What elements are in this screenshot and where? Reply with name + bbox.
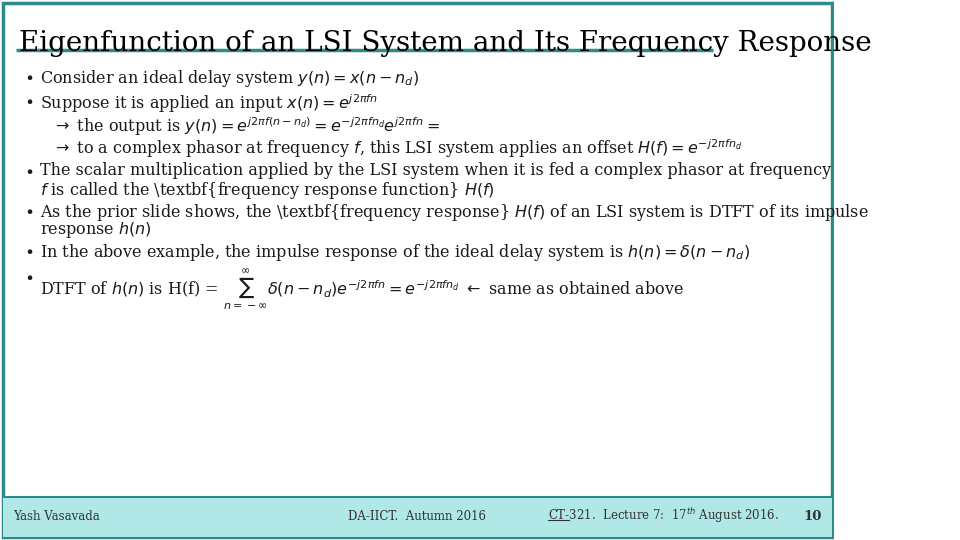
- Text: The scalar multiplication applied by the LSI system when it is fed a complex pha: The scalar multiplication applied by the…: [40, 162, 831, 179]
- Text: DTFT of $h(n)$ is H(f) = $\sum_{n=-\infty}^{\infty} \delta(n-n_d)e^{-j2\pi fn} =: DTFT of $h(n)$ is H(f) = $\sum_{n=-\inft…: [40, 268, 684, 312]
- Text: Yash Vasavada: Yash Vasavada: [13, 510, 100, 523]
- Text: In the above example, the impulse response of the ideal delay system is $h(n) = : In the above example, the impulse respon…: [40, 242, 751, 263]
- Text: Suppose it is applied an input $x(n) = e^{j2\pi fn}$: Suppose it is applied an input $x(n) = e…: [40, 92, 378, 114]
- Text: 10: 10: [803, 510, 822, 523]
- Text: response $h(n)$: response $h(n)$: [40, 220, 152, 240]
- Text: $\rightarrow$ to a complex phasor at frequency $f$, this LSI system applies an o: $\rightarrow$ to a complex phasor at fre…: [52, 137, 742, 160]
- Text: $\bullet$: $\bullet$: [24, 68, 34, 85]
- Text: CT-321.  Lecture 7:  17$^{th}$ August 2016.: CT-321. Lecture 7: 17$^{th}$ August 2016…: [547, 507, 779, 525]
- FancyBboxPatch shape: [3, 3, 831, 537]
- Text: $\bullet$: $\bullet$: [24, 268, 34, 285]
- Text: $f$ is called the \textbf{frequency response function} $H(f)$: $f$ is called the \textbf{frequency resp…: [40, 180, 494, 201]
- Text: $\rightarrow$ the output is $y(n) = e^{j2\pi f(n-n_d)} = e^{-j2\pi fn_d}e^{j2\pi: $\rightarrow$ the output is $y(n) = e^{j…: [52, 115, 440, 138]
- Text: DA-IICT.  Autumn 2016: DA-IICT. Autumn 2016: [348, 510, 486, 523]
- Text: Consider an ideal delay system $y(n) = x(n - n_d)$: Consider an ideal delay system $y(n) = x…: [40, 68, 420, 89]
- Text: $\bullet$: $\bullet$: [24, 92, 34, 109]
- Text: As the prior slide shows, the \textbf{frequency response} $H(f)$ of an LSI syste: As the prior slide shows, the \textbf{fr…: [40, 202, 869, 223]
- FancyBboxPatch shape: [3, 497, 831, 537]
- Text: $\bullet$: $\bullet$: [24, 202, 34, 219]
- Text: Eigenfunction of an LSI System and Its Frequency Response: Eigenfunction of an LSI System and Its F…: [19, 30, 872, 57]
- Text: $\bullet$: $\bullet$: [24, 242, 34, 259]
- Text: $\bullet$: $\bullet$: [24, 162, 34, 179]
